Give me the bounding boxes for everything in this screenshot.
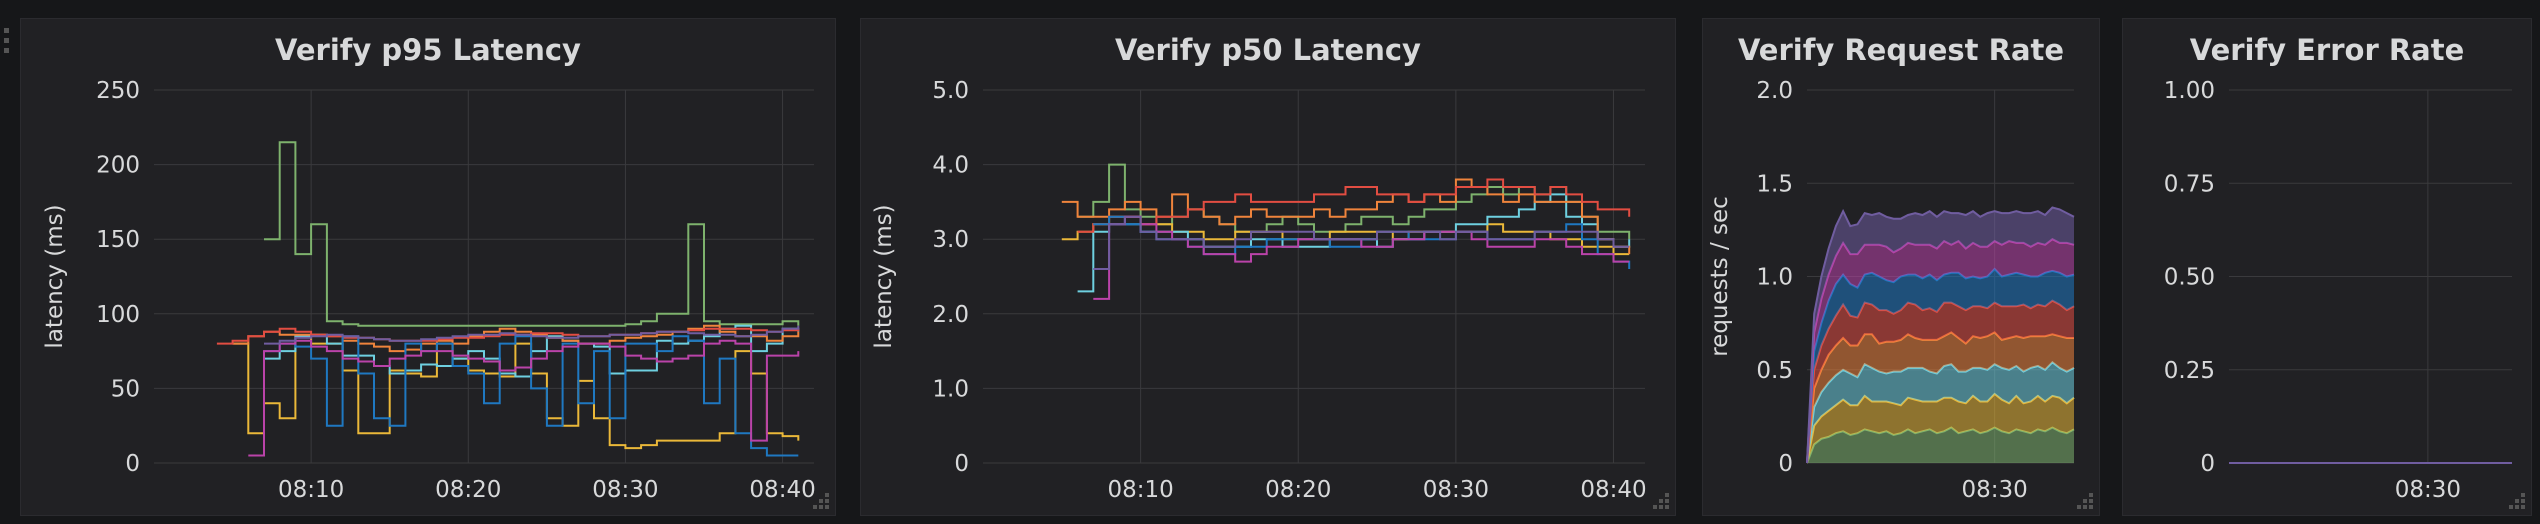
panel-title[interactable]: Verify p50 Latency <box>1115 33 1421 67</box>
resize-dot <box>2521 493 2525 497</box>
series-line-1 <box>232 335 800 450</box>
series-line-7 <box>1093 215 1630 270</box>
y-tick-label: 2.0 <box>1756 78 1793 104</box>
x-tick-label: 08:20 <box>1265 477 1331 503</box>
y-tick-label: 150 <box>96 227 140 253</box>
y-tick-label: 0.25 <box>2164 358 2215 384</box>
y-tick-label: 0 <box>1778 451 1793 477</box>
y-tick-label: 250 <box>96 78 140 104</box>
y-tick-label: 0 <box>954 451 969 477</box>
y-axis-label: latency (ms) <box>871 204 897 348</box>
panel-request-rate: Verify Request Rate 0 0.5 1.0 1.5 2.0 08:30 re… <box>1702 18 2100 516</box>
y-axis-label: requests / sec <box>1707 196 1733 357</box>
x-tick-label: 08:30 <box>2395 477 2461 503</box>
series-area-2 <box>1807 362 2074 463</box>
y-tick-label: 1.0 <box>932 376 969 402</box>
series-line-7 <box>264 325 800 345</box>
resize-dot <box>819 505 823 509</box>
resize-dot <box>2077 505 2081 509</box>
resize-dot <box>1665 493 1669 497</box>
dashboard-drag-handle[interactable] <box>4 28 12 58</box>
y-tick-label: 0.5 <box>1756 358 1793 384</box>
resize-dot <box>2515 505 2519 509</box>
resize-dot <box>2521 499 2525 503</box>
y-tick-label: 3.0 <box>932 227 969 253</box>
resize-handle-icon[interactable] <box>813 493 831 511</box>
resize-handle-icon[interactable] <box>2509 493 2527 511</box>
p95-latency-chart: 0 50 100 150 200 250 08:10 08:20 08:30 08:40 laten… <box>42 78 816 503</box>
panel-error-rate: Verify Error Rate 0 0.25 0.50 0.75 1.00 08:30 <box>2122 18 2532 516</box>
y-tick-label: 0.50 <box>2164 265 2215 291</box>
x-tick-label: 08:40 <box>1580 477 1646 503</box>
series-area-3 <box>1807 332 2074 463</box>
y-tick-label: 0 <box>125 451 140 477</box>
resize-dot <box>825 499 829 503</box>
x-tick-label: 08:30 <box>592 477 658 503</box>
y-tick-label: 200 <box>96 153 140 179</box>
panel-title[interactable]: Verify Request Rate <box>1737 33 2065 67</box>
resize-dot <box>2083 499 2087 503</box>
resize-dot <box>2521 505 2525 509</box>
y-tick-label: 1.00 <box>2164 78 2215 104</box>
resize-dot <box>1653 505 1657 509</box>
y-tick-label: 100 <box>96 302 140 328</box>
resize-dot <box>1665 505 1669 509</box>
panel-title[interactable]: Verify Error Rate <box>2189 33 2465 67</box>
series-line-0 <box>264 141 800 327</box>
y-tick-label: 0 <box>2200 451 2215 477</box>
series-area-4 <box>1807 300 2074 463</box>
series-line-7 <box>1806 206 2075 464</box>
panel-p50-latency: Verify p50 Latency 0 1.0 2.0 3.0 4.0 5.0 08:10… <box>860 18 1676 516</box>
series-line-5 <box>264 335 799 457</box>
x-tick-label: 08:30 <box>1961 477 2027 503</box>
y-tick-label: 5.0 <box>932 78 969 104</box>
error-rate-chart: 0 0.25 0.50 0.75 1.00 08:30 <box>2164 78 2512 503</box>
y-axis-label: latency (ms) <box>42 204 68 348</box>
series-line-1 <box>1061 215 1630 256</box>
panel-p95-latency: Verify p95 Latency 0 50 100 150 200 250 08:10 0… <box>20 18 836 516</box>
y-tick-label: 50 <box>111 376 140 402</box>
resize-handle-icon[interactable] <box>1653 493 1671 511</box>
series-line-4 <box>1077 178 1631 233</box>
x-tick-label: 08:30 <box>1423 477 1489 503</box>
y-tick-label: 1.5 <box>1756 171 1793 197</box>
y-tick-label: 4.0 <box>932 153 969 179</box>
resize-dot <box>819 499 823 503</box>
x-tick-label: 08:10 <box>1107 477 1173 503</box>
y-tick-label: 1.0 <box>1756 265 1793 291</box>
resize-dot <box>813 505 817 509</box>
y-tick-label: 2.0 <box>932 302 969 328</box>
x-tick-label: 08:10 <box>278 477 344 503</box>
p50-latency-chart: 0 1.0 2.0 3.0 4.0 5.0 08:10 08:20 08:30 08:40 late… <box>871 78 1647 503</box>
x-tick-label: 08:20 <box>435 477 501 503</box>
series-area-6 <box>1807 239 2074 463</box>
series-area-1 <box>1807 394 2074 463</box>
series-area-0 <box>1807 427 2074 463</box>
resize-dot <box>2089 505 2093 509</box>
series-line-6 <box>248 339 800 457</box>
resize-dot <box>2515 499 2519 503</box>
series-area-5 <box>1807 269 2074 463</box>
resize-dot <box>2089 493 2093 497</box>
resize-dot <box>1665 499 1669 503</box>
resize-dot <box>2083 505 2087 509</box>
resize-dot <box>825 493 829 497</box>
resize-dot <box>1659 499 1663 503</box>
panel-title[interactable]: Verify p95 Latency <box>275 33 581 67</box>
series-line-6 <box>1093 215 1630 300</box>
resize-dot <box>2509 505 2513 509</box>
request-rate-chart: 0 0.5 1.0 1.5 2.0 08:30 requests / sec <box>1707 78 2075 503</box>
y-tick-label: 0.75 <box>2164 171 2215 197</box>
resize-dot <box>2089 499 2093 503</box>
resize-dot <box>825 505 829 509</box>
resize-handle-icon[interactable] <box>2077 493 2095 511</box>
resize-dot <box>1659 505 1663 509</box>
x-tick-label: 08:40 <box>749 477 815 503</box>
